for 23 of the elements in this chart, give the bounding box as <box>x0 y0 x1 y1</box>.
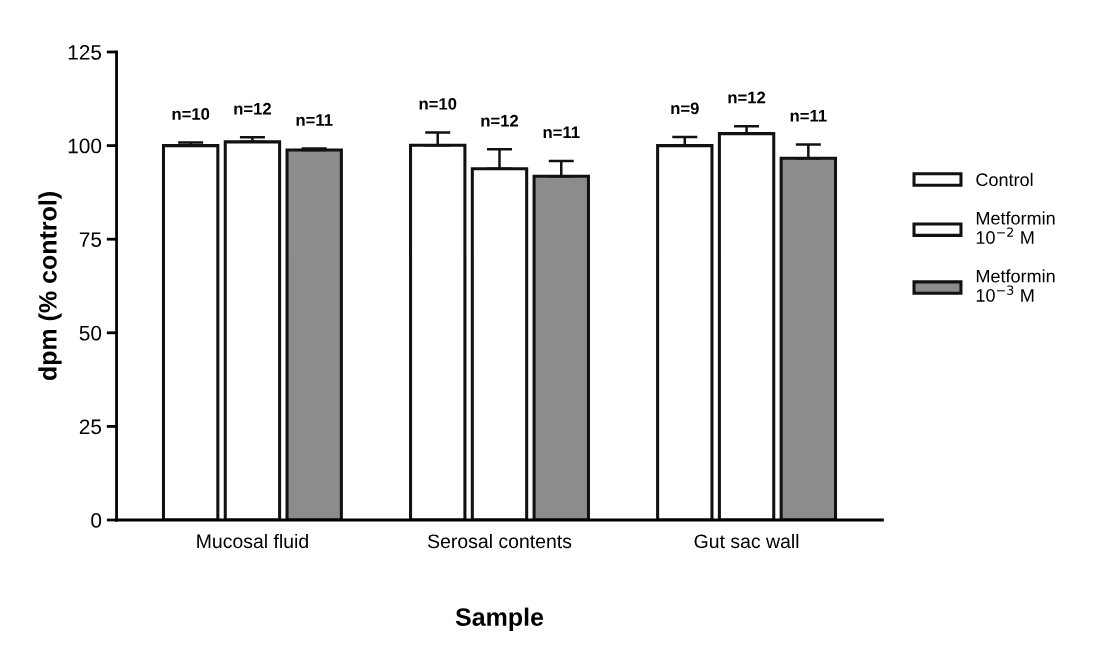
annotation: n=12 <box>728 91 766 104</box>
y-tick-label: 25 <box>79 419 102 435</box>
legend-label: Metformin 10$^{−3}$ M <box>976 269 1055 302</box>
annotation: n=12 <box>234 102 271 115</box>
y-tick-label: 100 <box>68 138 102 154</box>
annotation: n=10 <box>419 97 457 110</box>
y-tick-label: 75 <box>79 232 102 247</box>
legend-label: Metformin 10$^{−2}$ M <box>976 211 1055 244</box>
annotation: n=11 <box>790 110 827 122</box>
y-tick-label: 50 <box>79 325 102 341</box>
annotation: n=11 <box>543 126 580 139</box>
x-tick-label: Gut sac wall <box>694 533 799 549</box>
x-axis-title: Sample <box>455 607 544 631</box>
annotation: n=9 <box>671 102 699 115</box>
annotation: n=11 <box>296 114 333 126</box>
y-tick-label: 0 <box>91 513 102 528</box>
annotation: n=12 <box>481 114 519 127</box>
annotation: n=10 <box>172 108 210 120</box>
y-axis-title: dpm (% control) <box>38 192 62 381</box>
x-tick-label: Mucosal fluid <box>197 533 308 549</box>
x-tick-label: Serosal contents <box>427 533 572 549</box>
y-tick-label: 125 <box>68 45 102 60</box>
legend-label: Control <box>976 172 1033 187</box>
